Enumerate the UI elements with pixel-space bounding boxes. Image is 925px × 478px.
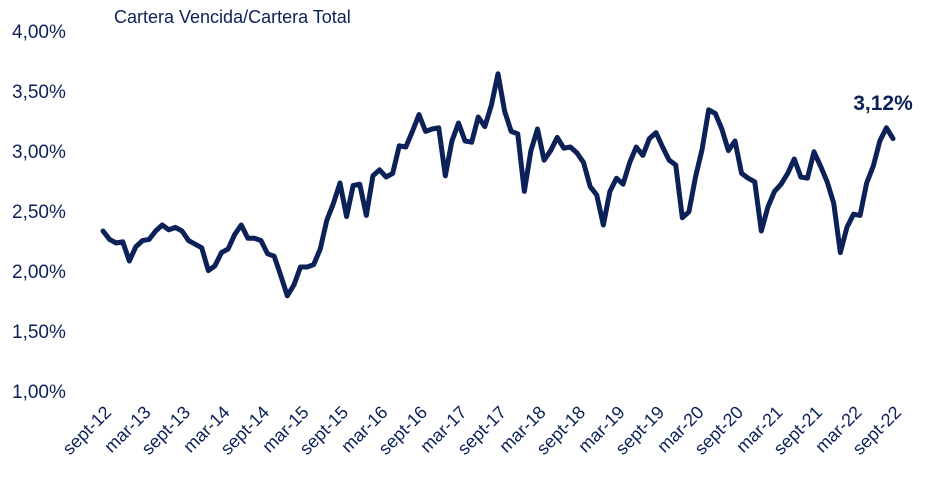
- y-tick-label: 1,50%: [12, 322, 66, 343]
- y-tick-label: 2,00%: [12, 262, 66, 283]
- y-tick-label: 3,50%: [12, 82, 66, 103]
- y-tick-label: 4,00%: [12, 22, 66, 43]
- y-tick-label: 1,00%: [12, 382, 66, 403]
- data-label: 3,12%: [853, 92, 913, 115]
- data-line: [100, 71, 896, 299]
- y-tick-label: 2,50%: [12, 202, 66, 223]
- y-tick-label: 3,00%: [12, 142, 66, 163]
- chart-title: Cartera Vencida/Cartera Total: [114, 7, 351, 27]
